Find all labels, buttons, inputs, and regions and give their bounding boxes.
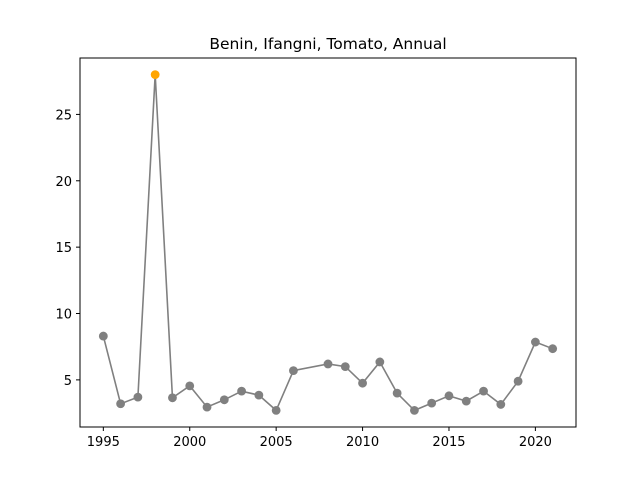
data-point	[513, 376, 523, 386]
data-point	[133, 392, 143, 402]
data-point	[271, 406, 281, 415]
data-point	[323, 359, 333, 369]
y-tick-label: 25	[55, 108, 72, 123]
x-tick-label: 1995	[87, 435, 120, 450]
data-point	[168, 393, 177, 403]
highlight-point	[150, 70, 160, 79]
data-point	[375, 357, 385, 367]
chart-title: Benin, Ifangni, Tomato, Annual	[209, 35, 446, 53]
plot-frame	[79, 57, 577, 428]
x-tick-label: 2020	[519, 435, 552, 450]
data-point	[392, 388, 402, 398]
data-point	[98, 331, 108, 341]
data-point	[530, 337, 540, 347]
data-point	[358, 378, 367, 388]
x-tick-label: 2005	[260, 435, 293, 450]
series-layer	[98, 70, 558, 415]
y-tick-label: 15	[55, 241, 72, 256]
data-point	[496, 400, 506, 409]
data-point	[219, 395, 229, 405]
y-tick-label: 5	[64, 374, 72, 389]
data-point	[289, 366, 298, 375]
data-point	[548, 344, 558, 354]
x-tick-label: 2010	[346, 435, 379, 450]
data-point	[444, 391, 454, 401]
x-tick-label: 2000	[173, 435, 206, 450]
data-point	[116, 399, 126, 409]
y-tick-label: 10	[55, 308, 72, 323]
data-point	[410, 406, 419, 415]
data-point	[340, 362, 350, 372]
x-tick-label: 2015	[432, 435, 465, 450]
y-tick-label: 20	[55, 175, 72, 190]
data-point	[185, 381, 195, 391]
axes-layer: 1995 2000 2005 2010 2015 2020 5 10 15 20 25	[55, 108, 551, 450]
data-point	[427, 398, 437, 408]
data-point	[254, 390, 264, 400]
data-point	[461, 396, 471, 406]
data-point	[479, 386, 488, 396]
data-point	[202, 402, 212, 412]
data-point	[237, 386, 246, 396]
